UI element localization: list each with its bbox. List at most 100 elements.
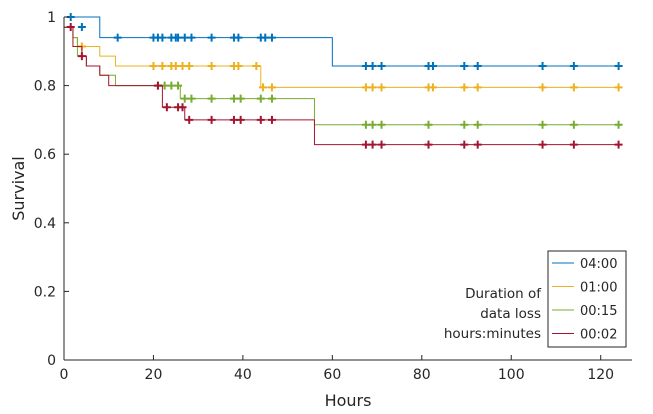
legend-box <box>547 250 627 348</box>
x-axis-label: Hours <box>325 391 372 410</box>
censor-mark <box>569 120 578 129</box>
censor-mark <box>368 83 377 92</box>
censor-mark <box>187 94 196 103</box>
censor-mark <box>460 83 469 92</box>
censor-mark <box>428 83 437 92</box>
censor-mark <box>538 83 547 92</box>
censor-mark <box>614 83 623 92</box>
series-line <box>64 26 619 126</box>
y-axis-label: Survival <box>9 156 28 221</box>
censor-mark <box>113 33 122 42</box>
censor-mark <box>473 83 482 92</box>
censor-mark <box>614 62 623 71</box>
censor-mark <box>368 140 377 149</box>
censor-mark <box>234 62 243 71</box>
censor-mark <box>207 62 216 71</box>
censor-mark <box>569 140 578 149</box>
censor-mark <box>185 115 194 124</box>
censor-mark <box>361 83 370 92</box>
censor-mark <box>180 94 189 103</box>
censor-mark <box>236 115 245 124</box>
plot-area <box>64 13 623 149</box>
legend-title-line: hours:minutes <box>444 326 541 342</box>
censor-mark <box>267 115 276 124</box>
censor-mark <box>538 140 547 149</box>
legend-item: 04:00 <box>552 257 617 272</box>
legend-title-line: Duration of <box>465 286 542 302</box>
censor-mark <box>377 120 386 129</box>
legend-title: Duration of data loss hours:minutes <box>444 286 542 342</box>
censor-mark <box>256 94 265 103</box>
legend-item: 00:02 <box>552 328 617 343</box>
censor-mark <box>77 52 86 61</box>
censor-mark <box>538 120 547 129</box>
censor-mark <box>153 81 162 90</box>
censor-mark <box>538 62 547 71</box>
censor-mark <box>167 81 176 90</box>
censor-mark <box>66 22 75 31</box>
censor-mark <box>207 115 216 124</box>
censor-mark <box>368 120 377 129</box>
censor-mark <box>187 33 196 42</box>
censor-mark <box>178 103 187 112</box>
y-tick-label: 0.4 <box>34 216 56 232</box>
censor-mark <box>428 62 437 71</box>
censor-mark <box>171 62 180 71</box>
censor-mark <box>569 83 578 92</box>
censor-mark <box>614 140 623 149</box>
censor-mark <box>368 62 377 71</box>
censor-mark <box>377 83 386 92</box>
censor-mark <box>158 33 167 42</box>
x-tick-label: 20 <box>145 367 163 383</box>
censor-mark <box>460 140 469 149</box>
censor-mark <box>252 62 261 71</box>
x-tick-label: 0 <box>60 367 69 383</box>
censor-mark <box>267 94 276 103</box>
x-tick-label: 60 <box>323 367 341 383</box>
censor-mark <box>174 81 183 90</box>
series-line <box>64 26 619 88</box>
censor-mark <box>185 62 194 71</box>
series-01-00 <box>64 26 623 92</box>
y-tick-label: 0.2 <box>34 284 56 300</box>
censor-mark <box>229 94 238 103</box>
censor-mark <box>234 33 243 42</box>
censor-mark <box>180 33 189 42</box>
legend-item: 00:15 <box>552 304 617 319</box>
censor-mark <box>460 120 469 129</box>
legend-label: 04:00 <box>580 257 617 272</box>
censor-mark <box>377 140 386 149</box>
censor-mark <box>361 62 370 71</box>
censor-mark <box>236 94 245 103</box>
legend: 04:00 01:00 00:15 00:02 <box>547 250 627 348</box>
axes <box>63 17 632 361</box>
y-tick-label: 0 <box>47 353 56 369</box>
censor-mark <box>174 33 183 42</box>
series-line <box>64 16 619 67</box>
y-tick-label: 0.8 <box>34 79 56 95</box>
censor-mark <box>614 120 623 129</box>
censor-mark <box>207 94 216 103</box>
y-tick-label: 1 <box>47 10 56 26</box>
legend-item: 01:00 <box>552 281 617 296</box>
censor-mark <box>178 62 187 71</box>
censor-mark <box>267 33 276 42</box>
series-line <box>64 26 619 146</box>
censor-mark <box>460 62 469 71</box>
censor-mark <box>473 140 482 149</box>
x-tick-label: 40 <box>234 367 252 383</box>
legend-label: 00:02 <box>580 328 617 343</box>
censor-mark <box>473 62 482 71</box>
censor-mark <box>207 33 216 42</box>
legend-label: 01:00 <box>580 281 617 296</box>
censor-mark <box>77 22 86 31</box>
censor-mark <box>361 140 370 149</box>
censor-mark <box>259 83 268 92</box>
censor-mark <box>261 33 270 42</box>
legend-label: 00:15 <box>580 304 617 319</box>
censor-mark <box>229 115 238 124</box>
x-tick-label: 100 <box>498 367 525 383</box>
censor-mark <box>424 120 433 129</box>
ticks: 0 20 40 60 80 100 120 0 0.2 0.4 0.6 0.8 1 <box>34 10 614 383</box>
